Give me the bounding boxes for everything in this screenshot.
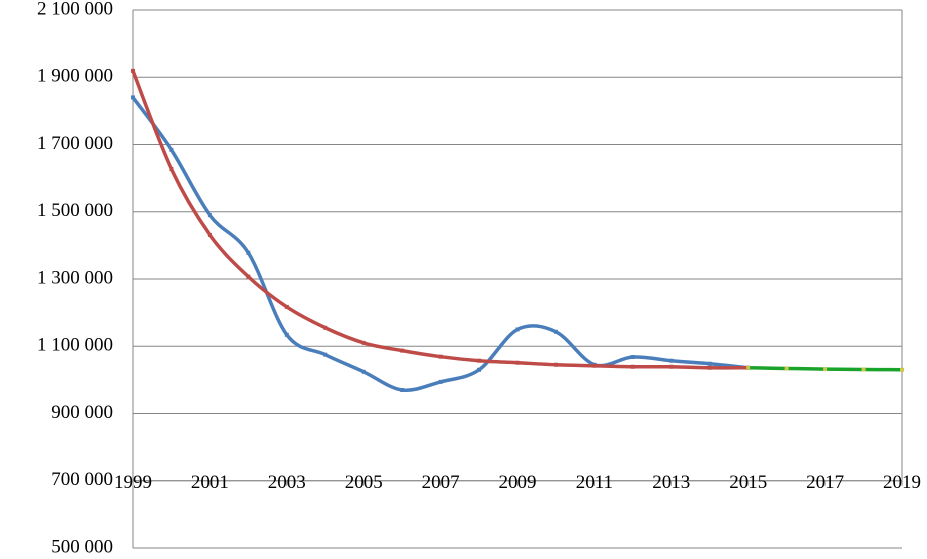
point-marker (284, 304, 289, 309)
point-marker (207, 232, 212, 237)
series-line (131, 70, 749, 370)
point-marker (207, 213, 212, 218)
point-marker (861, 367, 866, 372)
point-marker (169, 167, 174, 172)
point-marker (823, 367, 828, 372)
point-marker (669, 364, 674, 369)
x-tick-label: 2003 (268, 472, 306, 493)
point-marker (477, 367, 482, 372)
point-marker (246, 250, 251, 255)
point-marker (707, 365, 712, 370)
x-tick-label: 2019 (883, 472, 921, 493)
x-tick-label: 2007 (422, 472, 460, 493)
series-line (131, 96, 749, 392)
y-tick-label: 1 100 000 (37, 335, 113, 356)
point-marker (438, 354, 443, 359)
point-marker (746, 365, 751, 370)
y-tick-label: 1 300 000 (37, 267, 113, 288)
x-tick-label: 2017 (806, 472, 844, 493)
point-marker (284, 332, 289, 337)
y-tick-label: 1 700 000 (37, 133, 113, 154)
point-marker (669, 358, 674, 363)
point-marker (630, 364, 635, 369)
point-marker (169, 147, 174, 152)
point-marker (131, 68, 135, 73)
y-tick-label: 1 900 000 (37, 66, 113, 87)
y-tick-label: 2 100 000 (37, 0, 113, 19)
y-tick-label: 900 000 (51, 402, 113, 423)
point-marker (323, 325, 328, 330)
point-marker (323, 352, 328, 357)
point-marker (592, 363, 597, 368)
point-marker (477, 358, 482, 363)
x-tick-label: 2001 (191, 472, 229, 493)
x-tick-label: 2011 (576, 472, 613, 493)
point-marker (553, 329, 558, 334)
point-marker (515, 327, 520, 332)
point-marker (630, 355, 635, 360)
x-tick-label: 2005 (345, 472, 383, 493)
point-marker (438, 379, 443, 384)
point-marker (361, 369, 366, 374)
point-marker (900, 367, 904, 372)
x-tick-label: 2015 (729, 472, 767, 493)
x-tick-label: 2013 (652, 472, 690, 493)
y-tick-label: 700 000 (51, 469, 113, 490)
point-marker (784, 366, 789, 371)
point-marker (515, 360, 520, 365)
point-marker (361, 340, 366, 345)
point-marker (553, 362, 558, 367)
y-tick-label: 500 000 (51, 536, 113, 557)
point-marker (400, 348, 405, 353)
point-marker (246, 274, 251, 279)
point-marker (400, 387, 405, 392)
point-marker (707, 361, 712, 366)
x-tick-label: 2009 (499, 472, 537, 493)
y-tick-label: 1 500 000 (37, 200, 113, 221)
x-tick-label: 1999 (114, 472, 152, 493)
point-marker (131, 95, 135, 100)
